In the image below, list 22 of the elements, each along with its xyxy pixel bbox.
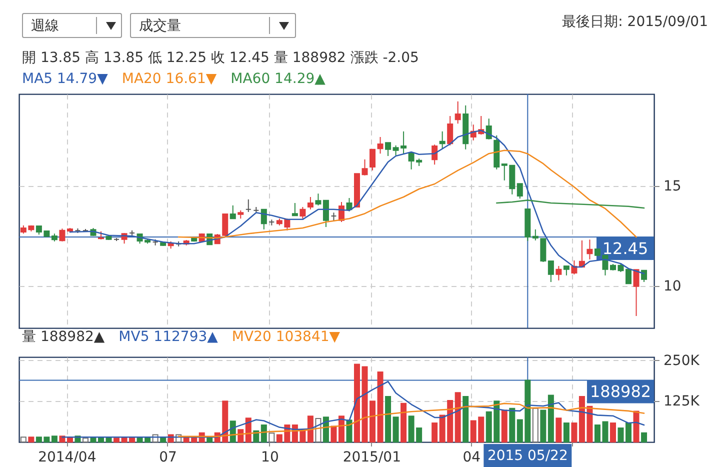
text: MA60 14.29▲ (230, 71, 326, 87)
text: 最後日期: 2015/09/01 (562, 13, 708, 31)
x-tick-label: 2014/04 (38, 450, 96, 466)
ref-line-label: 12.45 (602, 239, 648, 258)
ref-line-label: 188982 (590, 382, 652, 402)
ref-line-label: 2015 05/22 (487, 448, 568, 464)
text: MA20 16.61▼ (122, 71, 217, 87)
text: MA5 14.79▼ (22, 71, 108, 87)
text: MV20 103841▼ (232, 329, 340, 345)
text: 成交量 (130, 13, 296, 38)
text: 量 188982▲ (22, 329, 105, 345)
x-tick-label: 10 (261, 450, 279, 466)
text: 開 13.85 高 13.85 低 12.25 收 12.45 量 188982 漲跌 -2.05 (22, 49, 419, 67)
text: MV5 112793▲ (118, 329, 218, 345)
y-tick-label: 250K (664, 352, 700, 369)
x-tick-label: 2015/01 (342, 450, 401, 466)
y-tick-label: 15 (664, 178, 682, 194)
x-tick-label: 07 (159, 450, 177, 466)
y-tick-label: 10 (664, 278, 682, 294)
x-tick-label: 04 (462, 450, 481, 466)
text: 週線 (22, 13, 122, 38)
y-tick-label: 125K (664, 394, 700, 410)
